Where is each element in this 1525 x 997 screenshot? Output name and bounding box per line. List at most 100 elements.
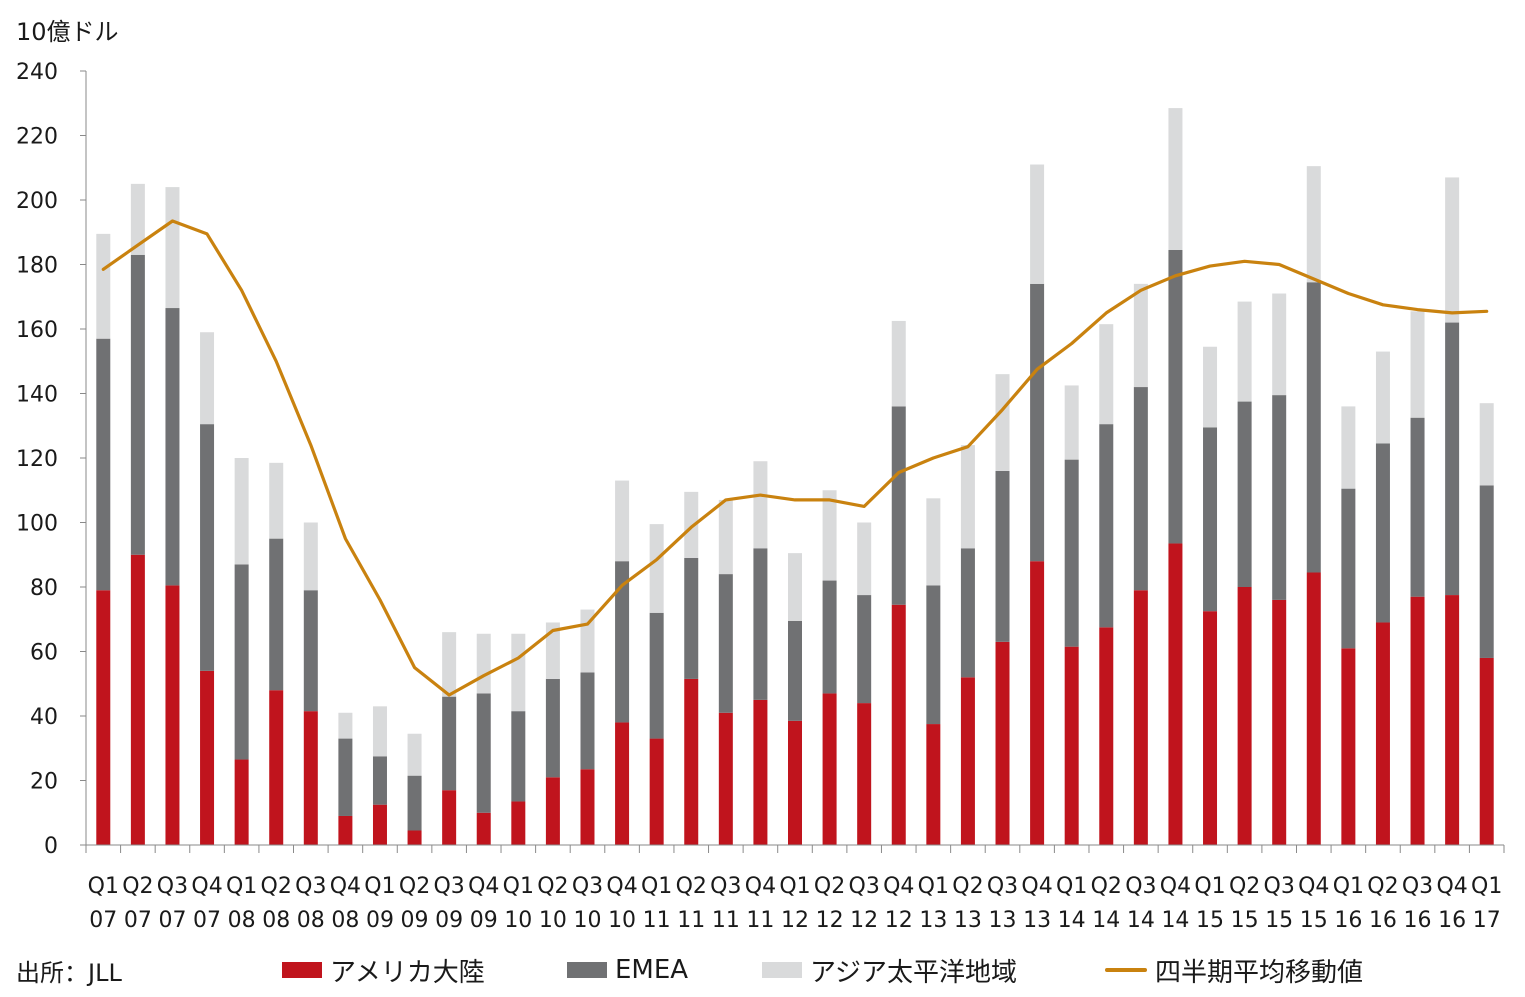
x-tick-label-year: 08	[228, 908, 256, 933]
bar-apac	[1375, 351, 1390, 444]
x-tick-label-quarter: Q4	[1298, 874, 1329, 899]
source-note: 出所：JLL	[16, 958, 122, 987]
bar-apac	[753, 461, 768, 549]
bar-americas	[200, 670, 215, 845]
bar-apac	[1272, 293, 1287, 396]
legend-swatch-apac	[762, 962, 802, 978]
bar-americas	[130, 554, 145, 845]
legend-item-americas: アメリカ大陸	[282, 950, 485, 990]
x-tick-label-year: 12	[816, 908, 844, 933]
x-tick-label-quarter: Q3	[1264, 874, 1295, 899]
bar-apac	[407, 733, 422, 776]
y-tick-label: 140	[16, 383, 58, 408]
bar-apac	[615, 480, 630, 562]
bar-apac	[269, 462, 284, 539]
x-tick-label-quarter: Q1	[364, 874, 395, 899]
bar-apac	[1099, 324, 1114, 425]
x-tick-label-quarter: Q4	[1021, 874, 1052, 899]
x-tick-label-quarter: Q2	[122, 874, 153, 899]
x-tick-label-year: 15	[1300, 908, 1328, 933]
y-tick-label: 40	[30, 705, 58, 730]
x-tick-label-year: 16	[1404, 908, 1432, 933]
x-tick-label-year: 07	[193, 908, 221, 933]
bar-americas	[545, 777, 560, 845]
bar-americas	[1375, 622, 1390, 845]
x-tick-label-year: 15	[1231, 908, 1259, 933]
bar-apac	[303, 522, 318, 591]
x-tick-label-year: 16	[1438, 908, 1466, 933]
x-tick-label-year: 09	[401, 908, 429, 933]
x-tick-label-year: 12	[885, 908, 913, 933]
x-tick-label-year: 12	[850, 908, 878, 933]
x-tick-label-quarter: Q1	[918, 874, 949, 899]
bar-americas	[960, 677, 975, 845]
y-tick-label: 220	[16, 125, 58, 150]
bar-apac	[165, 187, 180, 309]
bar-emea	[1133, 387, 1148, 591]
bar-americas	[407, 830, 422, 845]
legend-item-apac: アジア太平洋地域	[762, 950, 1017, 990]
bar-emea	[511, 711, 526, 802]
bar-apac	[857, 522, 872, 596]
x-tick-label-year: 11	[677, 908, 705, 933]
bar-apac	[788, 553, 802, 621]
bar-apac	[1237, 301, 1252, 402]
x-tick-label-quarter: Q2	[1367, 874, 1398, 899]
x-tick-label-quarter: Q4	[745, 874, 776, 899]
x-tick-label-year: 10	[608, 908, 636, 933]
x-tick-label-quarter: Q4	[191, 874, 222, 899]
bar-americas	[1341, 648, 1356, 845]
x-tick-label-year: 15	[1196, 908, 1224, 933]
x-tick-label-quarter: Q2	[1229, 874, 1260, 899]
bar-apac	[1203, 346, 1218, 428]
bar-emea	[684, 557, 699, 679]
x-tick-label-year: 14	[1092, 908, 1120, 933]
bar-apac	[891, 320, 906, 407]
bar-americas	[303, 711, 318, 845]
legend-item-emea: EMEA	[567, 950, 688, 990]
bar-emea	[130, 254, 145, 555]
bar-americas	[1272, 599, 1287, 845]
bar-emea	[1099, 424, 1114, 628]
x-tick-label-quarter: Q3	[295, 874, 326, 899]
y-tick-label: 240	[16, 60, 58, 85]
bar-emea	[1341, 488, 1356, 649]
x-tick-label-quarter: Q1	[1194, 874, 1225, 899]
x-tick-label-quarter: Q3	[849, 874, 880, 899]
x-tick-label-year: 08	[331, 908, 359, 933]
bar-americas	[615, 722, 630, 845]
bar-apac	[130, 183, 145, 255]
bar-emea	[476, 693, 491, 813]
x-tick-label-year: 07	[124, 908, 152, 933]
x-tick-label-quarter: Q1	[1056, 874, 1087, 899]
bar-americas	[926, 724, 941, 845]
x-tick-label-quarter: Q3	[1125, 874, 1156, 899]
legend-label-moving-average: 四半期平均移動値	[1155, 957, 1364, 988]
x-tick-label-quarter: Q4	[468, 874, 499, 899]
bar-emea	[649, 612, 664, 739]
bar-americas	[1168, 543, 1183, 845]
bar-apac	[234, 458, 249, 565]
bar-emea	[303, 590, 318, 712]
x-tick-label-year: 09	[470, 908, 498, 933]
bar-americas	[684, 678, 699, 845]
bar-emea	[1306, 282, 1321, 573]
x-tick-label-year: 11	[712, 908, 740, 933]
bar-americas	[165, 585, 180, 845]
bar-americas	[1099, 627, 1114, 845]
x-tick-label-quarter: Q3	[433, 874, 464, 899]
x-tick-label-year: 08	[297, 908, 325, 933]
x-tick-label-year: 07	[158, 908, 186, 933]
bar-apac	[1410, 311, 1425, 418]
bar-emea	[857, 595, 872, 704]
bar-americas	[1410, 596, 1425, 845]
bar-americas	[718, 712, 733, 845]
bar-emea	[926, 585, 941, 725]
bar-apac	[1064, 385, 1079, 460]
bar-americas	[753, 699, 768, 845]
bar-americas	[995, 641, 1010, 845]
bar-emea	[96, 338, 111, 591]
x-tick-label-quarter: Q4	[883, 874, 914, 899]
y-tick-label: 60	[30, 641, 58, 666]
y-axis: 0 20 40 60 80 100 120 140 160 180 200 220 240	[16, 60, 87, 859]
